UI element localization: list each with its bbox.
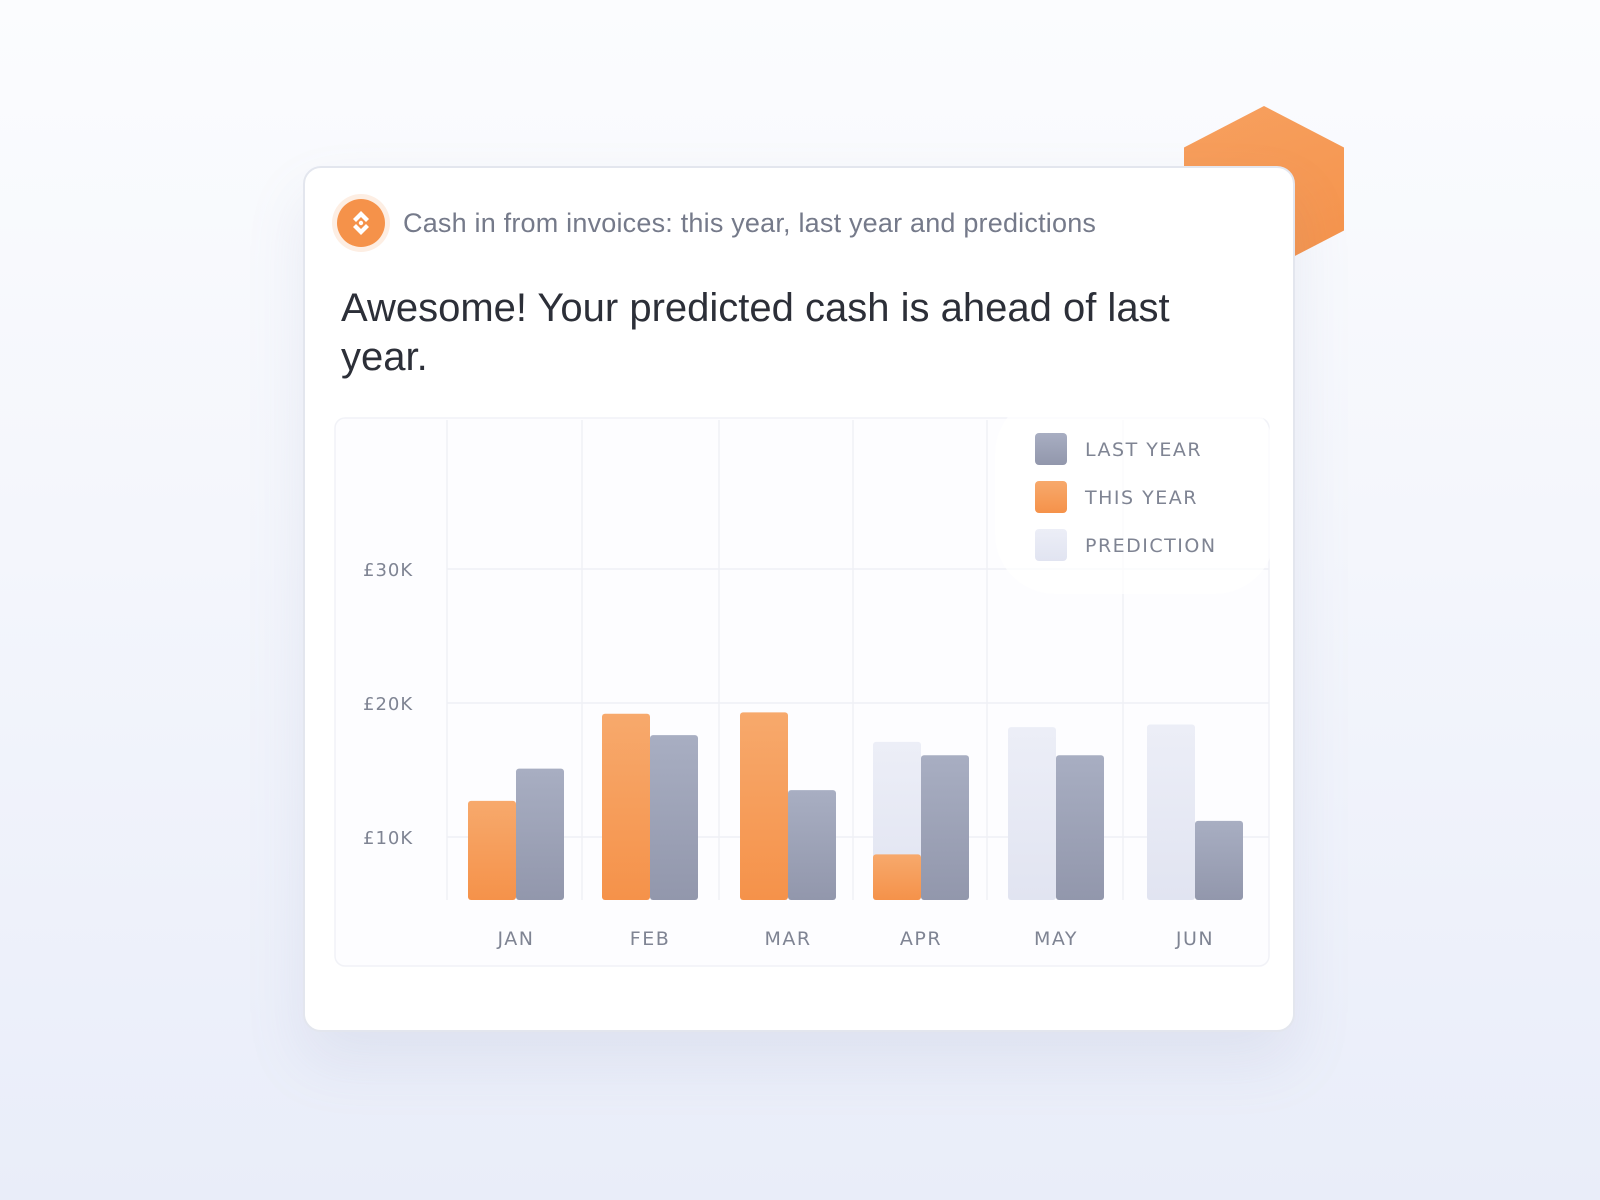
diamond-arrows-icon	[337, 199, 385, 247]
card-title: Cash in from invoices: this year, last y…	[403, 207, 1097, 238]
x-tick-label-apr: APR	[900, 928, 942, 950]
card-header: Cash in from invoices: this year, last y…	[337, 198, 1096, 248]
bar-this-year-jan	[468, 800, 516, 900]
bar-last-year-apr	[921, 755, 969, 900]
legend-swatch-this-year	[1035, 481, 1067, 513]
bar-last-year-may	[1056, 755, 1104, 900]
cash-chart-card: Cash in from invoices: this year, last y…	[303, 166, 1295, 1032]
x-tick-label-jun: JUN	[1175, 928, 1214, 950]
bar-prediction-jun	[1147, 724, 1195, 900]
x-tick-label-mar: MAR	[764, 928, 811, 950]
bar-last-year-jun	[1195, 820, 1243, 900]
x-tick-label-jan: JAN	[497, 928, 535, 950]
legend-label-last-year: LAST YEAR	[1085, 439, 1202, 461]
bar-last-year-mar	[788, 790, 836, 900]
bar-this-year-mar	[740, 712, 788, 900]
y-tick-label: £10K	[363, 828, 413, 849]
bar-last-year-jan	[516, 768, 564, 900]
y-tick-label: £20K	[363, 694, 413, 715]
bar-this-year-feb	[602, 713, 650, 900]
x-tick-label-feb: FEB	[630, 928, 670, 950]
legend-swatch-last-year	[1035, 433, 1067, 465]
legend-swatch-prediction	[1035, 529, 1067, 561]
legend-label-this-year: THIS YEAR	[1084, 487, 1198, 509]
bar-this-year-apr	[873, 854, 921, 900]
bar-chart: £10K £20K £30K JAN FEB MAR APR MAY JUN LAST YEAR T…	[334, 394, 1275, 967]
bar-last-year-feb	[650, 735, 698, 900]
y-tick-label: £30K	[363, 560, 413, 581]
headline: Awesome! Your predicted cash is ahead of…	[341, 286, 1170, 379]
bar-prediction-may	[1008, 727, 1056, 900]
legend-label-prediction: PREDICTION	[1085, 535, 1217, 557]
x-tick-label-may: MAY	[1034, 928, 1078, 950]
